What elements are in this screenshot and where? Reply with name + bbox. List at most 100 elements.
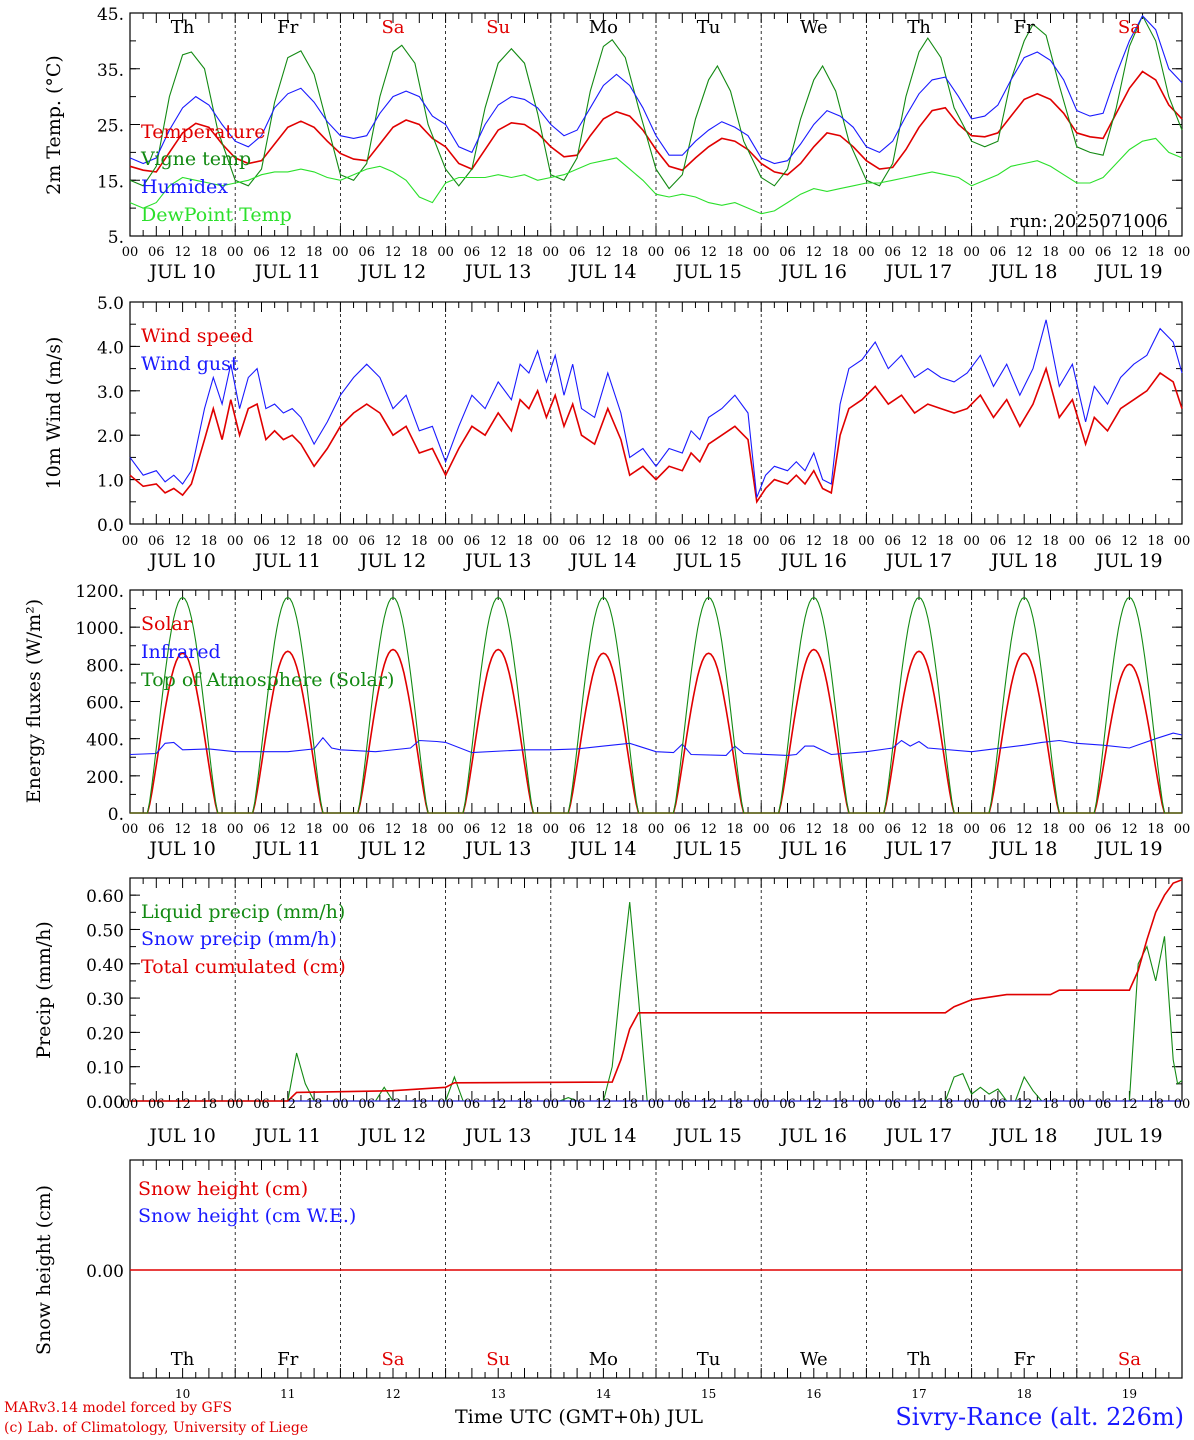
hour-label: 18 [937,534,954,549]
weekday-label: Fr [1014,17,1035,38]
series-line-vigne-temp [129,14,1183,190]
hour-label: 12 [280,534,297,549]
hour-label: 00 [227,245,244,260]
date-label: JUL 19 [1094,261,1162,283]
day-number-label: 11 [280,1387,295,1401]
weekday-label: Mo [589,1349,618,1370]
hour-label: 00 [963,822,980,837]
weekday-label: Th [907,17,931,38]
hour-label: 18 [621,822,638,837]
hour-label: 12 [700,1097,717,1112]
hour-label: 06 [990,534,1007,549]
weekday-label: Tu [697,17,721,38]
hour-label: 06 [358,822,375,837]
day-number-label: 10 [175,1387,190,1401]
hour-label: 18 [937,1097,954,1112]
hour-label: 12 [490,1097,507,1112]
y-tick-label: 35. [97,61,124,81]
hour-label: 00 [1069,822,1086,837]
date-label: JUL 18 [989,261,1057,283]
weekday-label: Mo [589,17,618,38]
date-label: JUL 16 [779,838,847,860]
hour-label: 00 [122,534,139,549]
hour-label: 00 [122,245,139,260]
hour-label: 00 [858,534,875,549]
hour-label: 06 [464,1097,481,1112]
series-line-wind-gust [129,319,1183,498]
hour-label: 12 [174,1097,191,1112]
hour-label: 06 [674,245,691,260]
hour-label: 00 [122,822,139,837]
legend-entry: Total cumulated (cm) [141,956,346,978]
hour-label: 06 [148,534,165,549]
hour-label: 06 [1095,245,1112,260]
y-axis-label: Precip (mm/h) [33,921,55,1059]
date-label: JUL 12 [358,838,426,860]
y-tick-label: 400. [86,731,124,751]
hour-label: 12 [1016,534,1033,549]
y-tick-label: 200. [86,768,124,788]
date-label: JUL 13 [463,550,531,572]
hour-label: 00 [332,245,349,260]
hour-label: 18 [201,534,218,549]
date-label: JUL 16 [779,1125,847,1147]
date-label: JUL 11 [253,261,321,283]
legend-entry: Top of Atmosphere (Solar) [141,669,394,691]
legend-entry: Liquid precip (mm/h) [141,901,345,923]
hour-label: 00 [753,1097,770,1112]
hour-label: 00 [858,1097,875,1112]
weekday-label: Sa [381,17,404,38]
hour-label: 18 [516,822,533,837]
hour-label: 00 [227,1097,244,1112]
y-tick-label: 600. [86,694,124,714]
hour-label: 06 [358,245,375,260]
date-label: JUL 10 [147,1125,215,1147]
hour-label: 06 [674,534,691,549]
date-label: JUL 12 [358,1125,426,1147]
panel-4 [129,877,1183,1102]
date-label: JUL 10 [147,261,215,283]
y-tick-label: 2.0 [97,427,124,447]
y-tick-label: 0.60 [86,887,124,907]
y-tick-label: 800. [86,656,124,676]
date-label: JUL 16 [779,261,847,283]
date-label: JUL 15 [673,550,741,572]
hour-label: 18 [937,245,954,260]
series-line-total-cumulated-cm- [130,878,1183,1102]
day-number-label: 14 [596,1387,612,1401]
day-number-label: 12 [385,1387,400,1401]
hour-label: 12 [1016,1097,1033,1112]
hour-label: 18 [832,245,849,260]
hour-label: 06 [779,534,796,549]
y-tick-label: 0.50 [86,921,124,941]
hour-label: 18 [201,1097,218,1112]
hour-label: 00 [858,245,875,260]
station-title: Sivry-Rance (alt. 226m) [895,1403,1184,1431]
hour-label: 12 [174,534,191,549]
legend-entry: Solar [141,613,193,635]
legend-entry: Vigne temp [140,148,251,170]
weekday-label: Th [171,17,195,38]
hour-label: 18 [411,1097,428,1112]
hour-label: 18 [727,245,744,260]
legend-entry: Temperature [141,121,265,143]
weekday-label: Th [907,1349,931,1370]
hour-label: 06 [779,822,796,837]
hour-label: 18 [1147,1097,1164,1112]
hour-label: 12 [700,822,717,837]
hour-label: 18 [727,534,744,549]
date-label: JUL 18 [989,838,1057,860]
hour-label: 06 [358,1097,375,1112]
legend-entry: Wind speed [141,325,253,347]
hour-label: 06 [884,822,901,837]
hour-label: 00 [437,534,454,549]
panel-1 [129,12,1183,237]
y-tick-label: 0.40 [86,956,124,976]
hour-label: 06 [464,822,481,837]
hour-label: 18 [306,245,323,260]
weekday-label: Su [486,17,510,38]
hour-label: 12 [385,1097,402,1112]
hour-label: 12 [490,534,507,549]
hour-label: 00 [963,245,980,260]
